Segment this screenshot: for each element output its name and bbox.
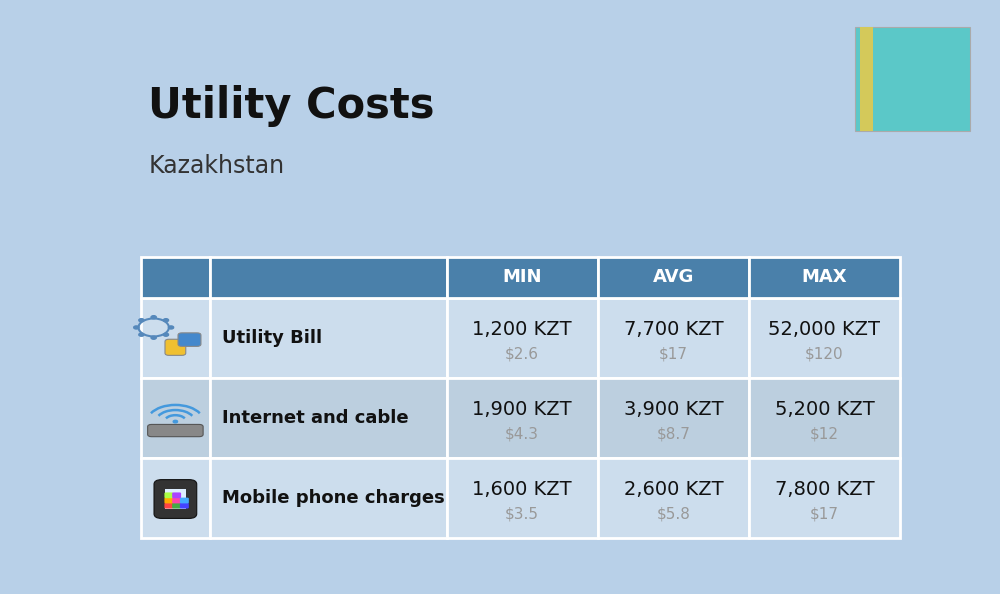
FancyBboxPatch shape: [164, 492, 173, 498]
FancyBboxPatch shape: [598, 378, 749, 458]
Text: AVG: AVG: [653, 268, 694, 286]
FancyBboxPatch shape: [148, 425, 203, 437]
FancyBboxPatch shape: [178, 333, 201, 346]
FancyBboxPatch shape: [598, 257, 749, 298]
Text: $12: $12: [810, 426, 839, 441]
FancyBboxPatch shape: [447, 257, 598, 298]
Text: Internet and cable: Internet and cable: [222, 409, 409, 426]
Text: $120: $120: [805, 346, 844, 361]
Circle shape: [151, 315, 156, 319]
Text: 2,600 KZT: 2,600 KZT: [624, 481, 723, 500]
FancyBboxPatch shape: [749, 458, 900, 538]
Text: 7,800 KZT: 7,800 KZT: [775, 481, 874, 500]
FancyBboxPatch shape: [447, 298, 598, 378]
Text: $4.3: $4.3: [505, 426, 539, 441]
FancyBboxPatch shape: [140, 458, 210, 538]
FancyBboxPatch shape: [749, 378, 900, 458]
Text: Utility Bill: Utility Bill: [222, 328, 322, 347]
Text: 1,200 KZT: 1,200 KZT: [472, 320, 572, 339]
FancyBboxPatch shape: [164, 498, 173, 503]
FancyBboxPatch shape: [210, 458, 447, 538]
FancyBboxPatch shape: [447, 378, 598, 458]
FancyBboxPatch shape: [140, 257, 210, 298]
FancyBboxPatch shape: [598, 298, 749, 378]
FancyBboxPatch shape: [180, 503, 189, 508]
FancyBboxPatch shape: [210, 378, 447, 458]
Circle shape: [905, 39, 944, 75]
Text: 7,700 KZT: 7,700 KZT: [624, 320, 723, 339]
Text: $17: $17: [810, 506, 839, 522]
FancyBboxPatch shape: [210, 298, 447, 378]
Text: $8.7: $8.7: [656, 426, 690, 441]
Text: Kazakhstan: Kazakhstan: [148, 154, 284, 178]
Text: $5.8: $5.8: [656, 506, 690, 522]
FancyBboxPatch shape: [180, 498, 189, 503]
Text: 3,900 KZT: 3,900 KZT: [624, 400, 723, 419]
FancyBboxPatch shape: [140, 378, 210, 458]
Text: MAX: MAX: [802, 268, 847, 286]
FancyBboxPatch shape: [447, 458, 598, 538]
Circle shape: [163, 318, 169, 322]
Text: MIN: MIN: [502, 268, 542, 286]
FancyBboxPatch shape: [172, 503, 181, 508]
Text: $3.5: $3.5: [505, 506, 539, 522]
Text: $17: $17: [659, 346, 688, 361]
Circle shape: [163, 333, 169, 336]
FancyBboxPatch shape: [749, 257, 900, 298]
Text: Utility Costs: Utility Costs: [148, 85, 435, 127]
FancyBboxPatch shape: [165, 489, 186, 509]
FancyBboxPatch shape: [172, 498, 181, 503]
FancyBboxPatch shape: [598, 458, 749, 538]
Circle shape: [139, 318, 144, 322]
Circle shape: [134, 326, 139, 329]
FancyBboxPatch shape: [140, 298, 210, 378]
Text: $2.6: $2.6: [505, 346, 539, 361]
Circle shape: [139, 333, 144, 336]
Circle shape: [151, 336, 156, 339]
FancyBboxPatch shape: [154, 479, 197, 519]
FancyBboxPatch shape: [749, 298, 900, 378]
Text: 1,600 KZT: 1,600 KZT: [472, 481, 572, 500]
FancyBboxPatch shape: [172, 492, 181, 498]
Text: 52,000 KZT: 52,000 KZT: [768, 320, 880, 339]
FancyBboxPatch shape: [164, 503, 173, 508]
Text: 5,200 KZT: 5,200 KZT: [775, 400, 874, 419]
Circle shape: [168, 326, 174, 329]
Circle shape: [173, 421, 178, 423]
FancyBboxPatch shape: [210, 257, 447, 298]
FancyBboxPatch shape: [165, 339, 186, 355]
Text: 1,900 KZT: 1,900 KZT: [472, 400, 572, 419]
Text: Mobile phone charges: Mobile phone charges: [222, 489, 445, 507]
